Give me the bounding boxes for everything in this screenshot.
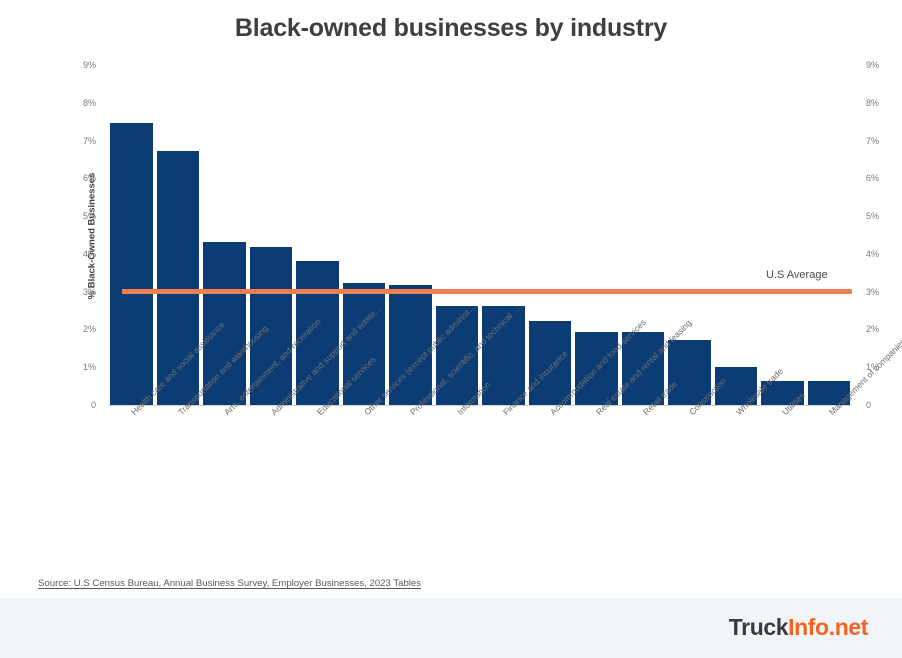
logo-text-accent: Info.net xyxy=(788,614,868,640)
logo-text-primary: Truck xyxy=(728,614,789,640)
y-tick-right-9: 9% xyxy=(866,60,880,70)
y-tick-right-2: 2% xyxy=(866,324,880,335)
x-axis-baseline xyxy=(108,405,852,406)
bar-5[interactable] xyxy=(342,283,385,406)
bar-1[interactable] xyxy=(156,151,199,406)
source-note: Source: U.S Census Bureau, Annual Busine… xyxy=(38,578,422,589)
y-tick-left-4: 4% xyxy=(82,248,96,259)
bar-4[interactable] xyxy=(296,260,339,406)
y-tick-right-0: 0 xyxy=(866,400,872,410)
plot-wrapper: % Black-Owned Businesses 0 1% 2% 3% 4% 5% 6% 7%… xyxy=(83,61,902,590)
bar-15[interactable] xyxy=(807,381,850,406)
us-average-line xyxy=(122,288,852,294)
y-tick-right-3: 3% xyxy=(866,286,880,297)
bar-9[interactable] xyxy=(528,321,571,406)
y-tick-left-8: 8% xyxy=(82,97,96,108)
bar-11[interactable] xyxy=(621,332,664,406)
bar-12[interactable] xyxy=(668,339,711,406)
bar-3[interactable] xyxy=(249,247,292,406)
y-tick-left-9: 9% xyxy=(82,60,96,70)
us-average-label: U.S Average xyxy=(766,268,828,281)
page-title: Black-owned businesses by industry xyxy=(234,14,668,42)
y-tick-left-6: 6% xyxy=(82,173,96,184)
footer-bar: TruckInfo.net xyxy=(0,598,902,658)
y-tick-right-8: 8% xyxy=(866,97,880,108)
bar-2[interactable] xyxy=(203,241,246,406)
x-axis-labels: Health care and social assistance Transpo… xyxy=(108,300,902,590)
y-tick-left-1: 1% xyxy=(82,362,96,373)
truckinfo-logo: TruckInfo.net xyxy=(728,614,869,641)
bar-8[interactable] xyxy=(482,305,525,406)
bar-6[interactable] xyxy=(389,285,432,406)
y-tick-right-1: 1% xyxy=(866,362,880,373)
y-tick-left-7: 7% xyxy=(82,135,96,146)
y-tick-right-5: 5% xyxy=(866,211,880,222)
bar-10[interactable] xyxy=(575,332,618,406)
y-tick-right-7: 7% xyxy=(866,135,880,146)
y-tick-left-2: 2% xyxy=(82,324,96,335)
y-tick-right-6: 6% xyxy=(866,173,880,184)
plot-area: % Black-Owned Businesses 0 1% 2% 3% 4% 5% 6% 7%… xyxy=(83,61,879,410)
bar-0[interactable] xyxy=(110,122,153,406)
y-tick-left-5: 5% xyxy=(82,211,96,222)
y-tick-left-0: 0 xyxy=(90,400,96,410)
bar-7[interactable] xyxy=(435,305,478,406)
bar-14[interactable] xyxy=(761,381,804,406)
y-tick-right-4: 4% xyxy=(866,248,880,259)
y-tick-left-3: 3% xyxy=(82,286,96,297)
bar-13[interactable] xyxy=(714,367,757,406)
bar-series xyxy=(108,66,852,406)
